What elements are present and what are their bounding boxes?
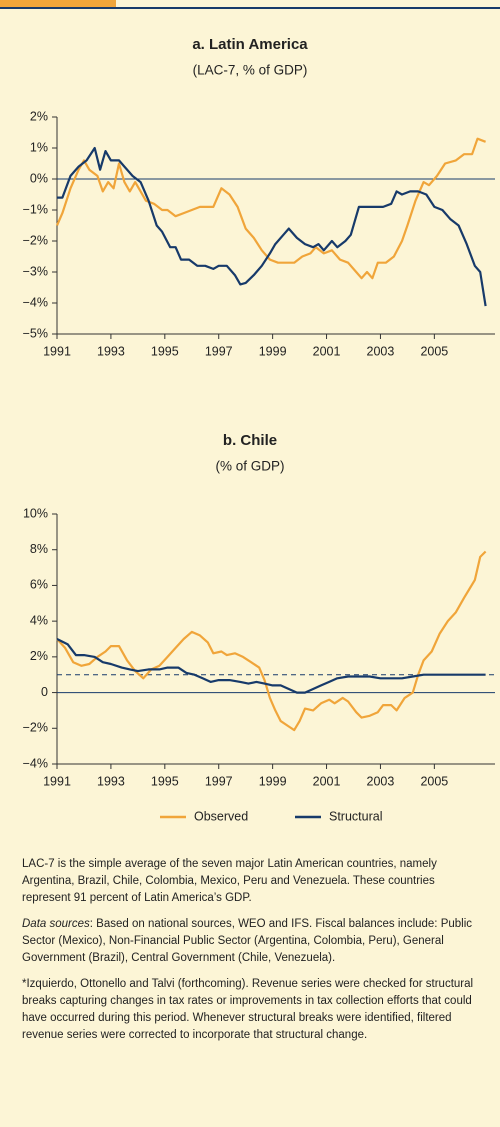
x-tick-label: 1991 (43, 774, 71, 788)
y-tick-label: −4% (23, 295, 48, 309)
chart-panel: a. Latin America (LAC-7, % of GDP) 2% 1% 0% −… (0, 0, 500, 823)
note-text: LAC-7 is the simple average of the seven… (22, 858, 437, 904)
tab (0, 0, 116, 7)
y-tick-label: 8% (30, 542, 48, 556)
series-line (56, 638, 486, 694)
x-tick-label: 1999 (259, 774, 287, 788)
y-tick-label: 1% (30, 140, 48, 154)
x-tick-label: 2001 (313, 344, 341, 358)
top-rule (0, 7, 500, 9)
y-tick-label: −5% (23, 326, 48, 340)
y-tick-label: −2% (23, 721, 48, 735)
x-tick-label: 2003 (367, 774, 395, 788)
note: Data sources: Based on national sources,… (22, 916, 482, 967)
series-line (57, 146, 487, 307)
y-tick-label: −1% (23, 202, 48, 216)
y-tick-label: 0% (30, 171, 48, 185)
legend-label: Structural (329, 809, 383, 823)
notes: LAC-7 is the simple average of the seven… (22, 856, 482, 1053)
legend-label: Observed (194, 809, 248, 823)
x-tick-label: 1995 (151, 344, 179, 358)
x-tick-label: 1991 (43, 344, 71, 358)
y-tick-label: 0 (41, 685, 48, 699)
y-tick-label: 2% (30, 649, 48, 663)
x-tick-label: 1995 (151, 774, 179, 788)
y-tick-label: 4% (30, 613, 48, 627)
y-tick-label: 2% (30, 109, 48, 123)
chart-subtitle: (LAC-7, % of GDP) (193, 63, 308, 78)
x-tick-label: 1997 (205, 344, 233, 358)
chart-subtitle: (% of GDP) (215, 459, 284, 474)
chart-title: b. Chile (223, 432, 277, 449)
x-tick-label: 2001 (313, 774, 341, 788)
y-tick-label: −3% (23, 264, 48, 278)
y-tick-label: −2% (23, 233, 48, 247)
x-tick-label: 1993 (97, 774, 125, 788)
series-line (55, 137, 486, 280)
x-tick-label: 2005 (420, 774, 448, 788)
x-tick-label: 2005 (420, 344, 448, 358)
y-tick-label: −4% (23, 756, 48, 770)
y-tick-label: 10% (23, 506, 48, 520)
x-tick-label: 1997 (205, 774, 233, 788)
x-tick-label: 1999 (259, 344, 287, 358)
x-tick-label: 1993 (97, 344, 125, 358)
series-line (56, 550, 487, 732)
note: LAC-7 is the simple average of the seven… (22, 856, 482, 907)
x-tick-label: 2003 (367, 344, 395, 358)
note-text: *Izquierdo, Ottonello and Talvi (forthco… (22, 978, 474, 1041)
chart-title: a. Latin America (192, 36, 308, 53)
note-text: : Based on national sources, WEO and IFS… (22, 918, 473, 964)
note-lead: Data sources (22, 918, 90, 930)
y-tick-label: 6% (30, 578, 48, 592)
note: *Izquierdo, Ottonello and Talvi (forthco… (22, 976, 482, 1044)
